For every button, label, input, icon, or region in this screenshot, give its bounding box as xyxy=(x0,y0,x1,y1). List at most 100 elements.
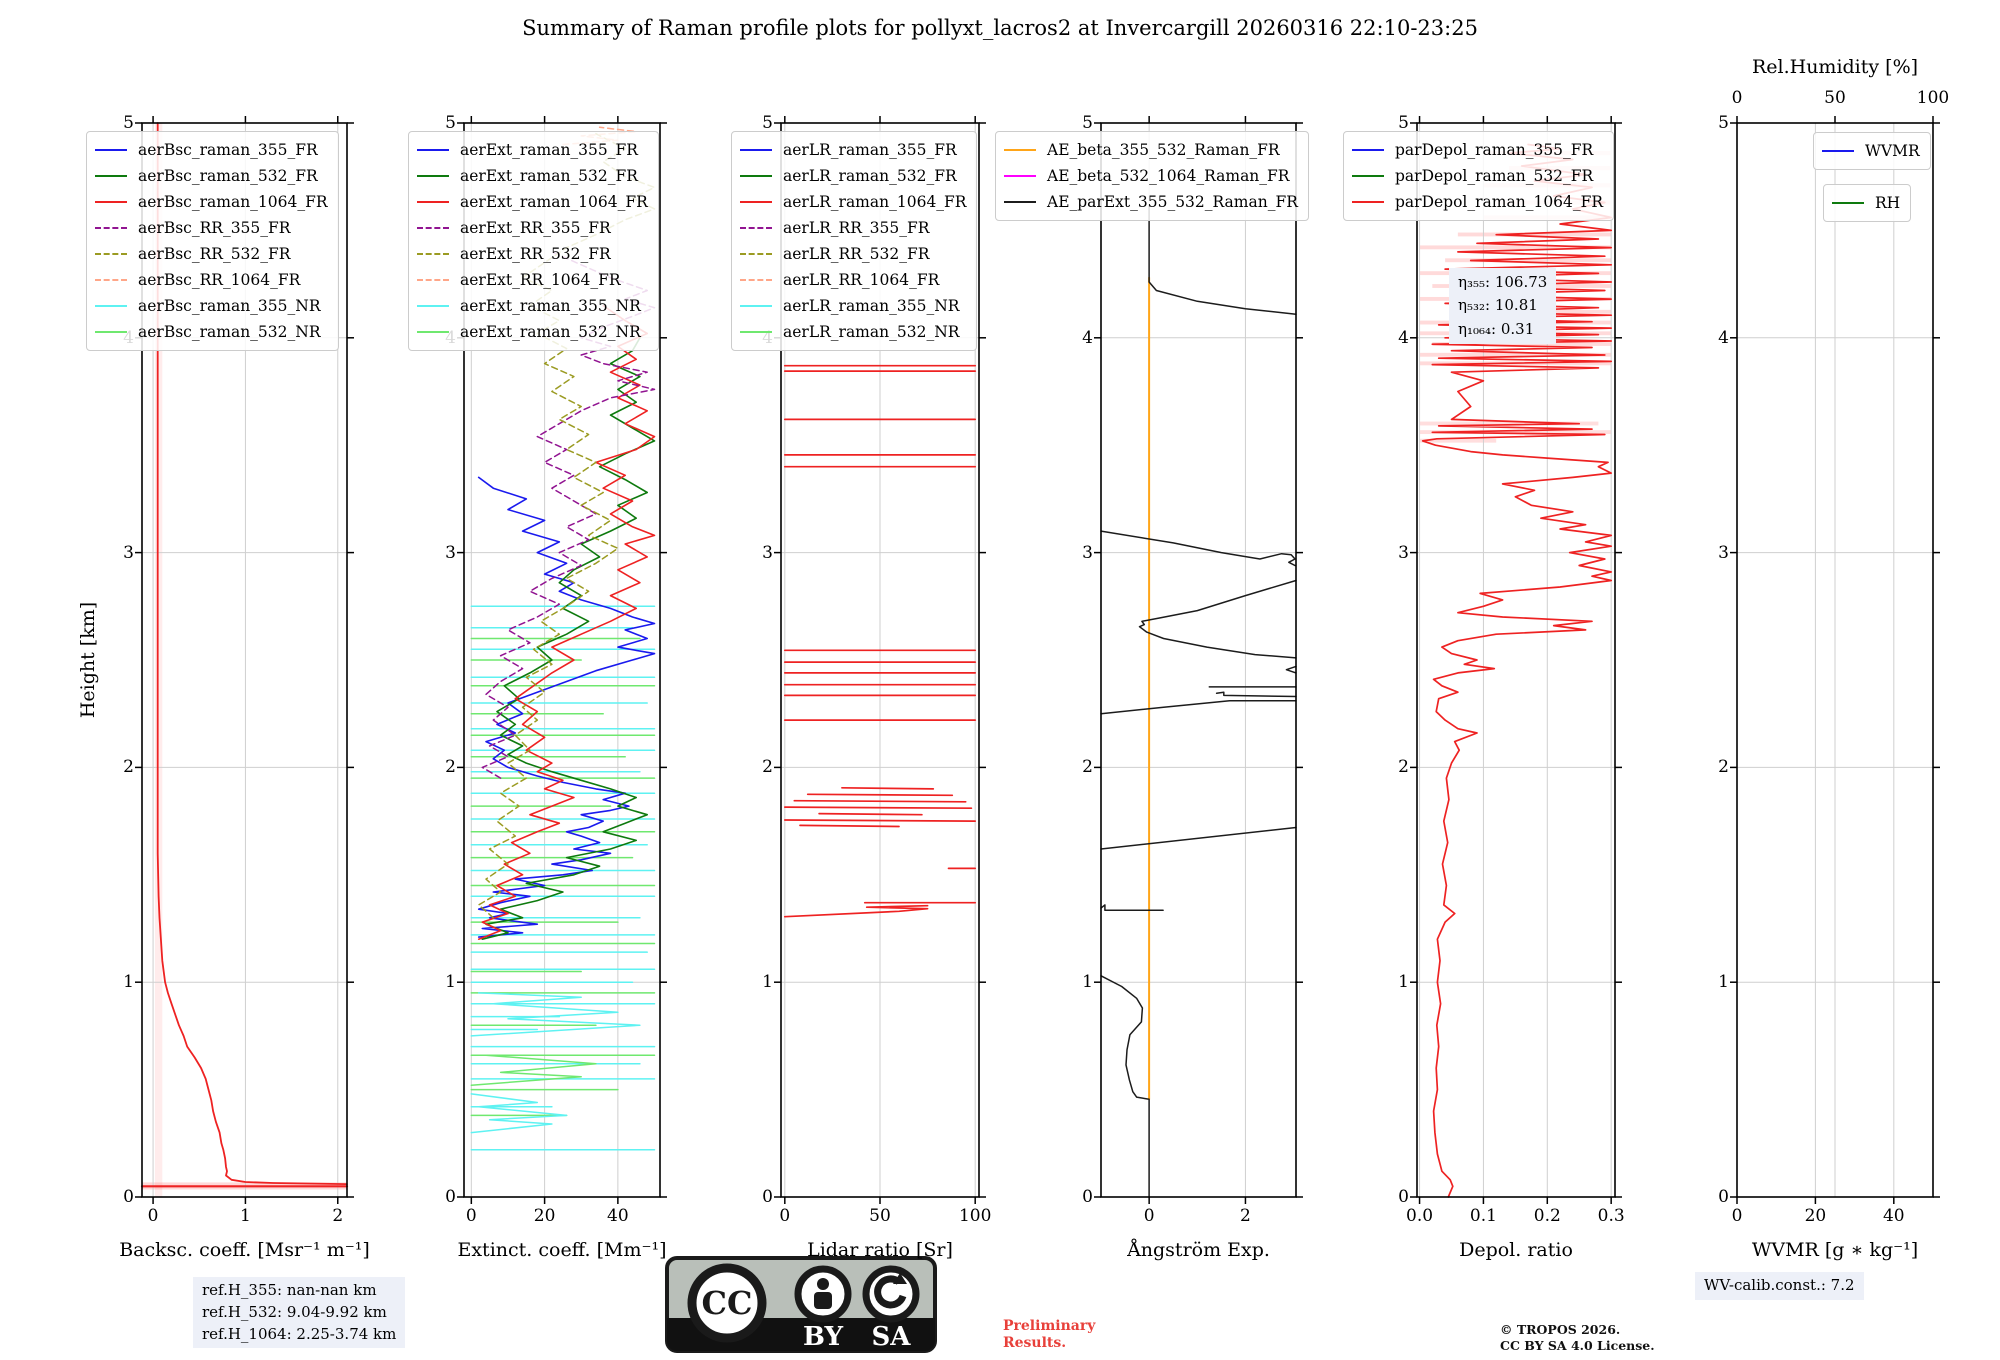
legend-entry: aerExt_RR_1064_FR xyxy=(417,267,648,293)
svg-text:CC: CC xyxy=(702,1284,753,1322)
legend-entry: aerBsc_raman_532_NR xyxy=(95,319,328,345)
line-sample-icon xyxy=(417,175,449,177)
legend-label: aerBsc_raman_355_FR xyxy=(138,141,318,159)
x-tick-label: 0.2 xyxy=(1533,1206,1561,1226)
line-sample-icon xyxy=(1004,201,1036,203)
error-band xyxy=(154,123,163,1197)
x-tick-label: 1 xyxy=(240,1206,251,1226)
legend-label: aerExt_RR_1064_FR xyxy=(460,271,621,289)
dashed-line-sample-icon xyxy=(740,227,772,229)
x-axis-label: WVMR [g ∗ kg⁻¹] xyxy=(1751,1239,1919,1261)
series-AE_parExt_355_532_Raman_FR xyxy=(1100,530,1296,567)
line-sample-icon xyxy=(95,331,127,333)
y-tick-label: 3 xyxy=(445,542,456,563)
y-tick-label: 2 xyxy=(762,757,773,778)
x-axis-label: Ångström Exp. xyxy=(1127,1239,1270,1261)
dashed-line-sample-icon xyxy=(740,279,772,281)
series-aerExt_raman_532_FR xyxy=(481,337,656,941)
y-tick-label: 0 xyxy=(1082,1187,1093,1207)
x-tick-label: 0.0 xyxy=(1406,1206,1434,1226)
y-tick-label: 1 xyxy=(762,972,773,993)
dashed-line-sample-icon xyxy=(417,227,449,229)
top-tick-label: 0 xyxy=(1731,88,1743,108)
line-sample-icon xyxy=(95,305,127,307)
series-aerExt_raman_355_FR xyxy=(477,476,656,938)
dashed-line-sample-icon xyxy=(95,227,127,229)
error-band xyxy=(1419,245,1612,250)
legend: RH xyxy=(1823,184,1912,222)
series-aerLR_raman_1064_FR xyxy=(783,806,973,810)
error-band xyxy=(1432,342,1612,346)
x-axis-label: Depol. ratio xyxy=(1459,1239,1573,1261)
legend-label: aerLR_raman_355_FR xyxy=(783,141,957,159)
series-aerBsc_raman_1064_FR xyxy=(156,122,348,1185)
legend-label: aerLR_raman_355_NR xyxy=(783,297,960,315)
y-tick-label: 2 xyxy=(445,757,456,778)
legend-label: aerLR_raman_532_NR xyxy=(783,323,960,341)
x-tick-label: 0 xyxy=(465,1206,477,1226)
series-AE_parExt_355_532_Raman_FR xyxy=(1215,691,1297,698)
x-tick-label: 20 xyxy=(533,1206,556,1226)
legend-label: aerExt_raman_1064_FR xyxy=(460,193,648,211)
legend-label: aerBsc_raman_532_FR xyxy=(138,167,318,185)
legend-label: aerLR_RR_532_FR xyxy=(783,245,930,263)
line-sample-icon xyxy=(1832,202,1864,204)
legend-entry: aerExt_RR_532_FR xyxy=(417,241,648,267)
legend-label: aerExt_raman_355_NR xyxy=(460,297,641,315)
legend-entry: aerLR_raman_1064_FR xyxy=(740,189,966,215)
y-axis-label: Height [km] xyxy=(77,601,99,719)
line-sample-icon xyxy=(1004,149,1036,151)
legend-entry: aerBsc_raman_355_FR xyxy=(95,137,328,163)
y-tick-label: 4 xyxy=(1718,327,1729,348)
x-axis-label: Lidar ratio [Sr] xyxy=(807,1239,953,1261)
line-sample-icon xyxy=(1352,201,1384,203)
series-AE_parExt_355_532_Raman_FR xyxy=(1100,904,1164,911)
line-sample-icon xyxy=(1352,175,1384,177)
legend-label: AE_beta_355_532_Raman_FR xyxy=(1047,141,1280,159)
line-sample-icon xyxy=(95,201,127,203)
line-sample-icon xyxy=(1352,149,1384,151)
eta-annotation-box: η₃₅₅: 106.73 η₅₃₂: 10.81 η₁₀₆₄: 0.31 xyxy=(1449,268,1557,344)
page-title: Summary of Raman profile plots for polly… xyxy=(522,16,1478,40)
legend-entry: aerLR_RR_532_FR xyxy=(740,241,966,267)
line-sample-icon xyxy=(740,201,772,203)
y-tick-label: 2 xyxy=(1398,757,1409,778)
series-AE_parExt_355_532_Raman_FR xyxy=(1285,665,1297,674)
y-tick-label: 0 xyxy=(445,1187,456,1207)
legend: aerLR_raman_355_FR aerLR_raman_532_FR aerL… xyxy=(731,131,978,351)
error-band xyxy=(1419,421,1599,426)
series-aerLR_raman_1064_FR xyxy=(799,824,900,828)
cc-logo-icon: CC xyxy=(687,1263,767,1343)
series-aerLR_raman_1064_FR xyxy=(818,812,923,816)
legend-label: aerExt_raman_532_NR xyxy=(460,323,641,341)
legend-entry: parDepol_raman_1064_FR xyxy=(1352,189,1603,215)
x-tick-label: 0 xyxy=(1731,1206,1743,1226)
y-tick-label: 1 xyxy=(123,972,134,993)
series-aerLR_raman_1064_FR xyxy=(793,799,967,803)
line-sample-icon xyxy=(95,149,127,151)
line-sample-icon xyxy=(1004,175,1036,177)
legend-label: aerBsc_raman_532_NR xyxy=(138,323,321,341)
y-tick-label: 0 xyxy=(1398,1187,1409,1207)
y-tick-label: 5 xyxy=(1718,113,1729,133)
ref-height-box: ref.H_355: nan-nan km ref.H_532: 9.04-9.… xyxy=(193,1277,406,1349)
error-band xyxy=(1419,352,1612,357)
legend-entry: aerLR_RR_355_FR xyxy=(740,215,966,241)
line-sample-icon xyxy=(417,149,449,151)
top-axis-label: Rel.Humidity [%] xyxy=(1751,56,1919,78)
x-tick-label: 100 xyxy=(958,1206,992,1226)
legend-label: aerBsc_RR_1064_FR xyxy=(138,271,301,289)
eta-1064: η₁₀₆₄: 0.31 xyxy=(1458,319,1535,338)
wv-calib-box: WV-calib.const.: 7.2 xyxy=(1695,1272,1864,1300)
series-AE_parExt_355_532_Raman_FR xyxy=(1138,579,1297,659)
legend-label: parDepol_raman_355_FR xyxy=(1395,141,1594,159)
series-parDepol_raman_1064_FR xyxy=(1421,143,1613,1198)
legend-label: aerExt_raman_355_FR xyxy=(460,141,638,159)
legend-entry: aerBsc_RR_355_FR xyxy=(95,215,328,241)
legend-entry: RH xyxy=(1832,190,1900,216)
ref-h-1064: ref.H_1064: 2.25-3.74 km xyxy=(202,1324,397,1343)
preliminary-note: Preliminary Results. xyxy=(1003,1318,1096,1351)
error-band xyxy=(1445,258,1612,263)
y-tick-label: 0 xyxy=(123,1187,134,1207)
